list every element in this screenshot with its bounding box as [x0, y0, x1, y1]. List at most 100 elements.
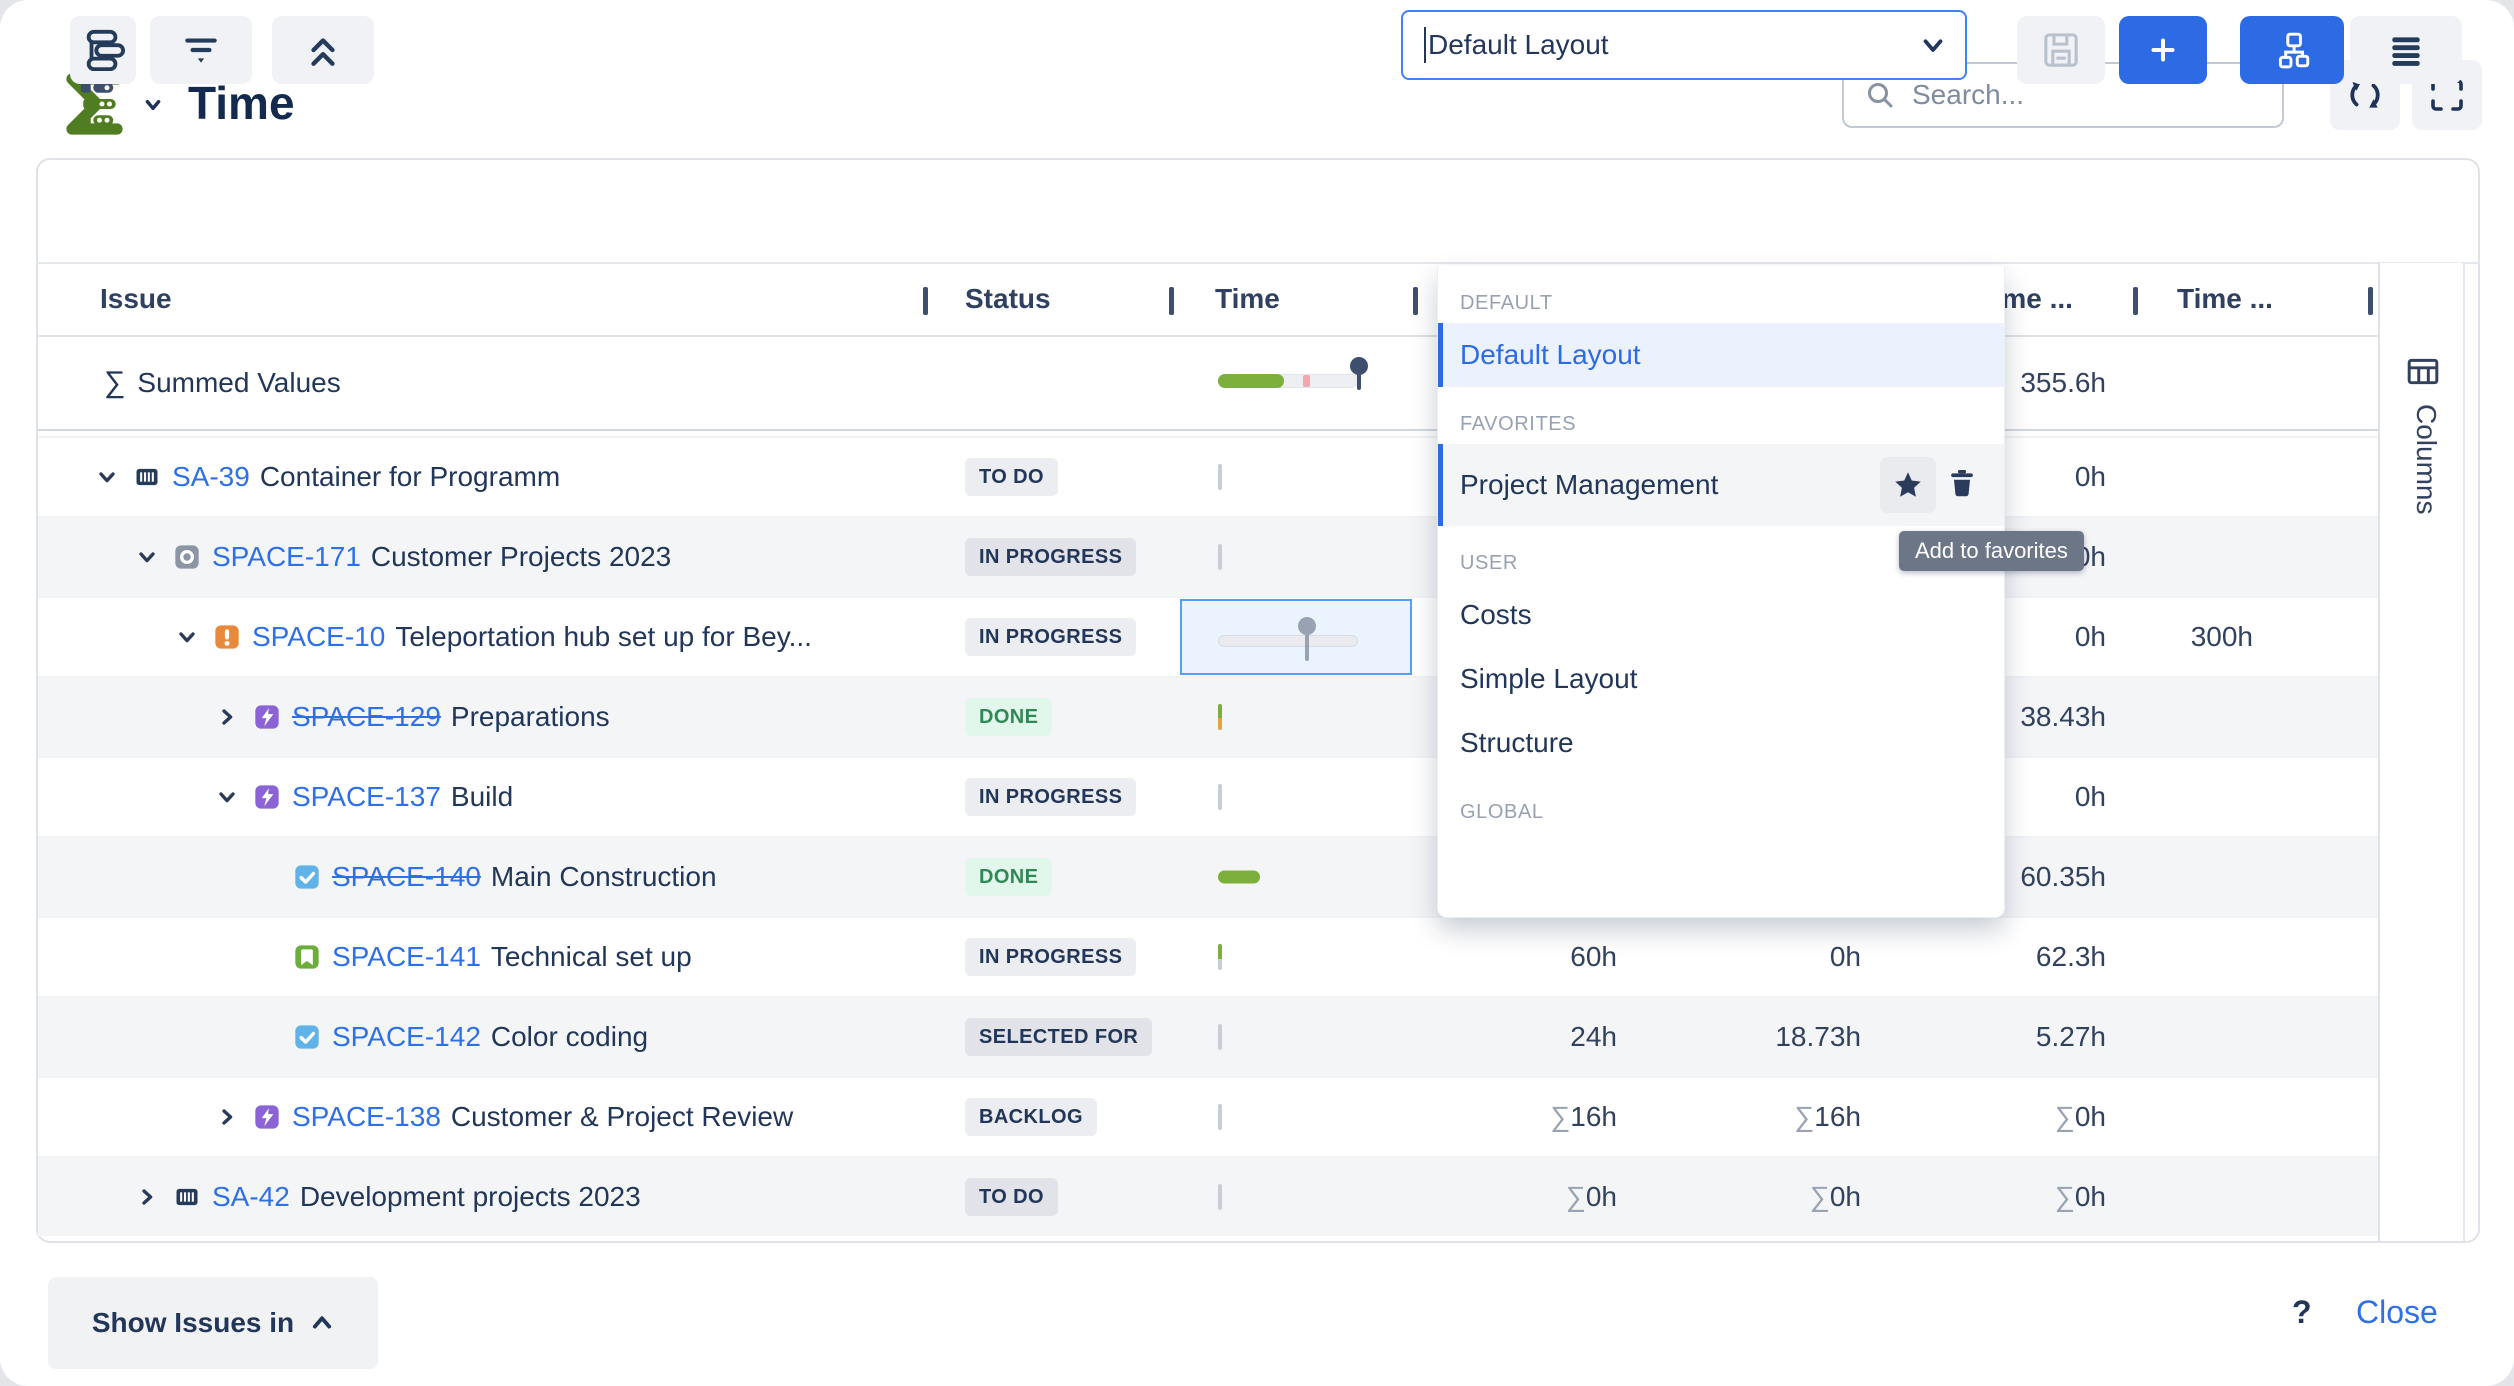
time-value-cell: 60.35h — [2020, 861, 2106, 892]
issue-cell: SPACE-141 Technical set up — [38, 918, 692, 996]
add-layout-button[interactable] — [2119, 16, 2207, 84]
status-badge[interactable]: IN PROGRESS — [965, 778, 1137, 816]
issue-row: SPACE-140 Main Construction DONE 60.35h — [38, 836, 2378, 916]
time-value-cell: ∑0h — [1809, 1181, 1861, 1212]
time-progress-tick — [1218, 944, 1222, 970]
structure-view-button[interactable] — [2240, 16, 2344, 84]
time-value-cell: ∑16h — [1550, 1101, 1617, 1132]
expander-chevron-down-icon[interactable] — [95, 465, 133, 489]
time-value-cell: 0h — [2074, 461, 2106, 492]
filter-icon — [185, 38, 217, 63]
column-resize-handle[interactable] — [923, 287, 928, 315]
structure-toolbar — [36, 158, 2480, 264]
layout-menu-item[interactable]: Costs — [1438, 583, 2004, 647]
status-badge[interactable]: SELECTED FOR — [965, 1018, 1153, 1056]
menu-section-label: FAVORITES — [1460, 413, 1577, 435]
issue-row: SPACE-138 Customer & Project Review BACKLO… — [38, 1076, 2378, 1156]
layout-menu-item[interactable]: Structure — [1438, 711, 2004, 775]
group-structure-button[interactable] — [70, 16, 136, 84]
issue-key-link[interactable]: SPACE-140 — [332, 861, 481, 892]
status-badge[interactable]: TO DO — [965, 458, 1058, 496]
layout-menu-item[interactable]: Project Management — [1438, 444, 2004, 526]
issue-summary: Technical set up — [490, 941, 692, 972]
delete-layout-button[interactable] — [1946, 466, 1978, 505]
issue-cell: SPACE-137 Build — [38, 758, 513, 836]
bolt-icon — [253, 703, 281, 731]
column-header-2[interactable]: Time — [1215, 283, 1280, 314]
bolt-icon — [253, 783, 281, 811]
refresh-icon — [2350, 82, 2380, 108]
issue-cell: SA-42 Development projects 2023 — [38, 1158, 641, 1236]
column-header-0[interactable]: Issue — [100, 283, 172, 314]
text-caret — [1424, 27, 1426, 63]
list-view-button[interactable] — [2350, 16, 2462, 84]
status-badge[interactable]: IN PROGRESS — [965, 618, 1137, 656]
layout-select[interactable]: Default Layout — [1401, 10, 1967, 80]
issue-key-link[interactable]: SA-42 — [212, 1181, 290, 1212]
grid-header: Issue Status Time Time ... Time ... — [38, 265, 2378, 337]
filter-button[interactable] — [150, 16, 252, 84]
status-badge[interactable]: TO DO — [965, 1178, 1058, 1216]
issue-key-link[interactable]: SPACE-129 — [292, 701, 441, 732]
issue-key-link[interactable]: SPACE-142 — [332, 1021, 481, 1052]
task-icon — [293, 1023, 321, 1051]
layout-menu-item-label: Structure — [1460, 727, 1574, 758]
summary-cell: ∑ Summed Values — [38, 337, 341, 429]
status-badge[interactable]: BACKLOG — [965, 1098, 1097, 1136]
time-value-cell: 38.43h — [2020, 701, 2106, 732]
column-resize-handle[interactable] — [2133, 287, 2138, 315]
column-header-4[interactable]: Time ... — [2177, 283, 2273, 314]
gadget-menu-chevron-icon[interactable] — [142, 96, 164, 119]
bolt-icon — [253, 1103, 281, 1131]
status-badge[interactable]: IN PROGRESS — [965, 538, 1137, 576]
time-value-cell: 0h — [1829, 941, 1861, 972]
time-value-cell: 5.27h — [2035, 1021, 2106, 1052]
time-value-cell: 62.3h — [2035, 941, 2106, 972]
search-icon — [1868, 83, 1893, 108]
layout-menu-item-label: Project Management — [1460, 469, 1719, 500]
selected-time-cell[interactable] — [1180, 599, 1412, 675]
column-resize-handle[interactable] — [1413, 287, 1418, 315]
layout-menu-item[interactable]: Simple Layout — [1438, 647, 2004, 711]
favorite-star-button[interactable] — [1880, 457, 1936, 513]
help-button[interactable]: ? — [2292, 1294, 2312, 1330]
slider-handle[interactable] — [1298, 617, 1316, 635]
risk-icon — [213, 623, 241, 651]
story-icon — [293, 943, 321, 971]
issue-key-link[interactable]: SPACE-137 — [292, 781, 441, 812]
layout-menu-item[interactable]: Default Layout — [1438, 323, 2004, 387]
collapse-all-button[interactable] — [272, 16, 374, 84]
issue-row: SPACE-142 Color coding SELECTED FOR 24h 18.7… — [38, 996, 2378, 1076]
time-value-cell: 24h — [1570, 1021, 1617, 1052]
time-progress-tick — [1218, 464, 1222, 490]
search-box — [1842, 62, 2284, 128]
issue-summary: Customer & Project Review — [450, 1101, 794, 1132]
column-resize-handle[interactable] — [1169, 287, 1174, 315]
issue-cell: SPACE-10 Teleportation hub set up for Bey… — [38, 598, 812, 676]
columns-panel-tab[interactable] — [2378, 263, 2465, 1241]
issue-grid: Issue Status Time Time ... Time ... ∑ Summed … — [38, 265, 2378, 1241]
save-layout-button[interactable] — [2017, 16, 2105, 84]
column-resize-handle[interactable] — [2368, 287, 2373, 315]
status-badge[interactable]: DONE — [965, 858, 1053, 896]
summary-progress-bar — [1218, 374, 1358, 388]
time-progress-tick — [1218, 1184, 1222, 1210]
issue-key-link[interactable]: SA-39 — [172, 461, 250, 492]
expander-chevron-down-icon[interactable] — [175, 625, 213, 649]
issue-key-link[interactable]: SPACE-138 — [292, 1101, 441, 1132]
close-link[interactable]: Close — [2356, 1294, 2438, 1330]
show-issues-in-button[interactable]: Show Issues in — [48, 1277, 378, 1369]
status-badge[interactable]: DONE — [965, 698, 1053, 736]
expander-chevron-down-icon[interactable] — [135, 545, 173, 569]
column-header-1[interactable]: Status — [965, 283, 1051, 314]
expander-chevron-right-icon[interactable] — [215, 705, 253, 729]
issue-key-link[interactable]: SPACE-141 — [332, 941, 481, 972]
expander-chevron-right-icon[interactable] — [215, 1105, 253, 1129]
expander-chevron-right-icon[interactable] — [135, 1185, 173, 1209]
issue-key-link[interactable]: SPACE-171 — [212, 541, 361, 572]
issue-key-link[interactable]: SPACE-10 — [252, 621, 386, 652]
expander-chevron-down-icon[interactable] — [215, 785, 253, 809]
status-badge[interactable]: IN PROGRESS — [965, 938, 1137, 976]
issue-summary: Build — [450, 781, 514, 812]
